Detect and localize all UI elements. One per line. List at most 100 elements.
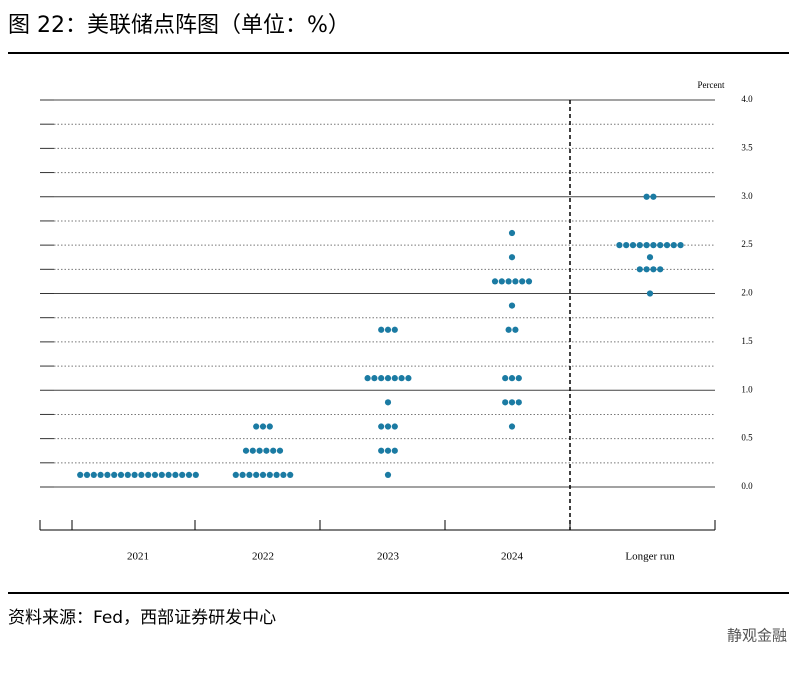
dot: [508, 254, 516, 261]
dot: [104, 471, 111, 479]
dot: [629, 242, 637, 249]
dot: [273, 471, 280, 479]
dot: [643, 242, 650, 249]
dot: [280, 471, 287, 479]
dot: [111, 471, 118, 479]
dot: [256, 447, 263, 454]
dot: [643, 266, 650, 273]
dot: [172, 471, 179, 479]
dot: [131, 471, 138, 479]
y-tick-label: 2.5: [741, 239, 753, 249]
dot: [77, 471, 84, 479]
dot: [502, 399, 509, 406]
dot: [138, 471, 145, 479]
dot: [515, 399, 522, 406]
dot: [270, 447, 277, 454]
dot: [508, 302, 516, 309]
dot: [364, 375, 371, 382]
dot: [515, 375, 522, 382]
y-axis-label: Percent: [698, 80, 725, 90]
dot: [384, 326, 392, 333]
dot: [650, 266, 657, 273]
dot: [259, 471, 267, 479]
dot: [263, 447, 270, 454]
dot: [508, 229, 516, 237]
dot: [650, 242, 657, 249]
dot: [246, 471, 253, 479]
dot: [508, 375, 516, 382]
dot: [384, 375, 392, 382]
dot: [97, 471, 104, 479]
dot: [498, 278, 505, 285]
dot: [491, 278, 499, 285]
dot: [266, 471, 273, 479]
dot: [616, 242, 623, 249]
dot: [636, 266, 643, 273]
dot: [519, 278, 526, 285]
dot: [232, 471, 239, 479]
dot: [391, 423, 398, 430]
y-tick-label: 3.5: [741, 142, 753, 152]
dot: [670, 242, 677, 249]
watermark: 静观金融: [727, 627, 787, 645]
dot: [663, 242, 671, 249]
dot: [179, 471, 186, 479]
dot: [677, 242, 684, 249]
dot: [158, 471, 165, 479]
dot: [384, 423, 392, 430]
dot: [253, 471, 260, 479]
dot: [623, 242, 630, 249]
dot: [643, 193, 650, 200]
dot: [405, 375, 412, 382]
dot: [266, 423, 273, 430]
dot: [391, 447, 398, 454]
dot: [525, 278, 533, 285]
dot: [371, 375, 378, 382]
dot: [276, 447, 284, 454]
y-tick-label: 0.5: [741, 433, 753, 443]
y-tick-label: 1.0: [741, 384, 753, 394]
source: 资料来源：Fed，西部证券研发中心: [8, 608, 276, 628]
y-tick-label: 4.0: [741, 94, 753, 104]
dot: [378, 447, 385, 454]
dot: [378, 423, 385, 430]
dot: [90, 471, 97, 479]
dot: [657, 266, 664, 273]
title: 图 22：美联储点阵图（单位：%）: [8, 13, 350, 38]
dot: [398, 375, 405, 382]
dot: [646, 290, 654, 297]
dot: [646, 254, 654, 261]
x-tick-label: 2021: [127, 551, 149, 563]
dot: [378, 375, 385, 382]
dot: [259, 423, 267, 430]
dot: [508, 423, 516, 430]
dot: [124, 471, 131, 479]
y-tick-label: 1.5: [741, 336, 753, 346]
x-tick-label: Longer run: [625, 551, 675, 563]
dot: [165, 471, 172, 479]
dot: [151, 471, 159, 479]
dot: [505, 326, 512, 333]
dot: [83, 471, 91, 479]
dot: [253, 423, 260, 430]
y-tick-label: 3.0: [741, 191, 753, 201]
dot: [384, 399, 392, 406]
dot: [384, 471, 392, 479]
dot: [378, 326, 385, 333]
dot: [657, 242, 664, 249]
dot: [502, 375, 509, 382]
x-tick-label: 2024: [501, 551, 524, 563]
dot: [636, 242, 643, 249]
x-tick-label: 2022: [252, 551, 274, 563]
dot: [505, 278, 512, 285]
dot: [117, 471, 125, 479]
dot: [508, 399, 516, 406]
dot: [650, 193, 657, 200]
dot: [239, 471, 246, 479]
dot: [512, 278, 519, 285]
dot: [242, 447, 250, 454]
dot: [192, 471, 199, 479]
dot: [384, 447, 392, 454]
